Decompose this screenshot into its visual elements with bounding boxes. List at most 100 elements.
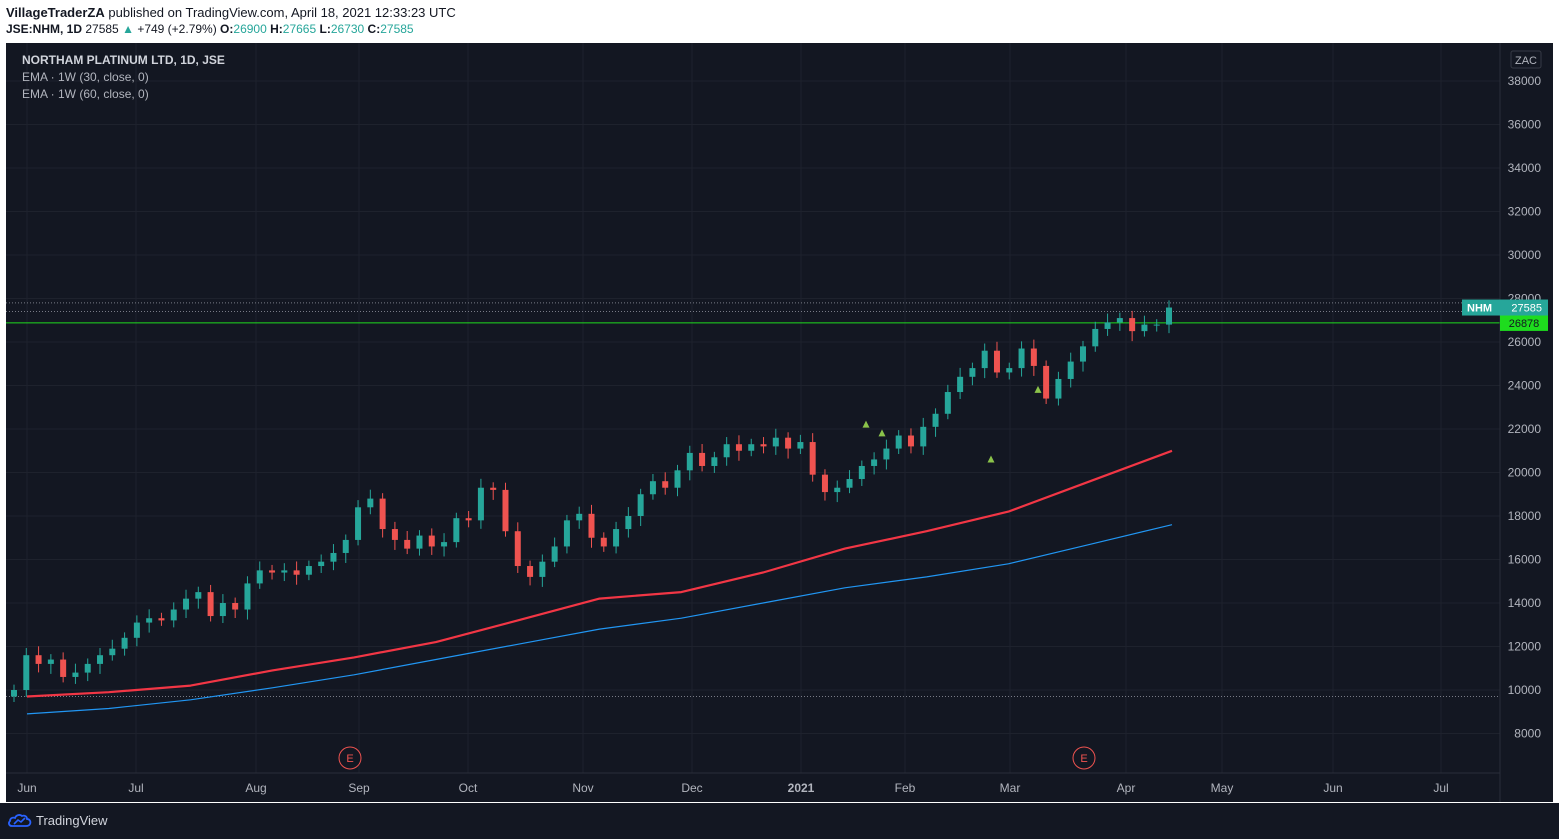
candle-body <box>1153 324 1160 326</box>
candle-body <box>932 413 939 427</box>
candle-body <box>11 690 17 697</box>
close-label: C: <box>367 22 381 36</box>
y-tick-label: 30000 <box>1508 248 1542 262</box>
candle-body <box>613 529 620 547</box>
published-text: published on TradingView.com, April 18, … <box>108 5 456 20</box>
candle-body <box>772 437 779 447</box>
candle-body <box>97 655 104 664</box>
x-tick-label: Feb <box>895 781 916 795</box>
candle-body <box>797 442 804 449</box>
price-badge-value: 27585 <box>1511 303 1542 315</box>
candle-body <box>920 426 927 447</box>
low-label: L: <box>319 22 331 36</box>
earnings-marker-label: E <box>1080 753 1087 765</box>
candle-body <box>416 535 423 549</box>
x-tick-label: Jun <box>17 781 36 795</box>
ema60-line <box>26 524 1173 715</box>
candle-body <box>957 376 964 393</box>
candle-body <box>649 481 656 495</box>
candle-body <box>1092 328 1099 347</box>
candle-body <box>453 518 460 543</box>
candle-body <box>907 435 914 447</box>
publication-line: VillageTraderZA published on TradingView… <box>6 5 456 20</box>
x-tick-label: Sep <box>348 781 370 795</box>
candle-body <box>981 350 988 369</box>
candle-body <box>1166 307 1172 325</box>
candle-body <box>1141 324 1148 332</box>
candle-body <box>785 437 792 449</box>
brand-name: TradingView <box>36 812 108 828</box>
y-tick-label: 12000 <box>1508 640 1542 654</box>
candle-body <box>428 535 435 547</box>
candle-body <box>1006 368 1013 373</box>
candle-body <box>1018 348 1025 369</box>
candle-body <box>318 561 325 567</box>
earnings-marker <box>1072 746 1096 770</box>
open-label: O: <box>220 22 234 36</box>
legend-ema60[interactable]: EMA · 1W (60, close, 0) <box>22 87 149 101</box>
y-tick-label: 36000 <box>1508 118 1542 132</box>
candle-body <box>146 618 153 623</box>
tradingview-cloud-icon <box>8 814 32 827</box>
candle-body <box>305 566 312 575</box>
candle-body <box>699 452 706 466</box>
candle-body <box>269 570 276 573</box>
x-tick-label: Aug <box>245 781 266 795</box>
y-tick-label: 32000 <box>1508 205 1542 219</box>
x-tick-label: Apr <box>1117 781 1136 795</box>
x-tick-label: Jun <box>1323 781 1342 795</box>
legend-ema30[interactable]: EMA · 1W (30, close, 0) <box>22 70 149 84</box>
open-value: 26900 <box>233 22 267 36</box>
candle-body <box>993 350 1000 373</box>
candle-body <box>219 603 226 617</box>
signal-marker <box>1034 385 1042 393</box>
author-name[interactable]: VillageTraderZA <box>6 5 105 20</box>
candle-body <box>244 583 251 610</box>
legend-title: NORTHAM PLATINUM LTD, 1D, JSE <box>22 53 225 67</box>
candle-body <box>1043 365 1050 399</box>
candle-body <box>183 598 190 610</box>
y-tick-label: 22000 <box>1508 422 1542 436</box>
candle-body <box>551 546 558 562</box>
candle-body <box>969 368 976 377</box>
candle-body <box>539 561 546 577</box>
x-tick-label: Mar <box>1000 781 1021 795</box>
candle-body <box>846 479 853 488</box>
candle-body <box>637 494 644 516</box>
change-up-icon: ▲ <box>122 22 134 36</box>
chart-area[interactable]: E E 8000 10000 12000 14000 16000 18000 20000 220… <box>6 43 1553 802</box>
candle-body <box>821 474 828 493</box>
currency-box <box>1510 50 1542 69</box>
candle-body <box>514 531 521 567</box>
y-tick-label: 20000 <box>1508 466 1542 480</box>
candle-body <box>600 537 607 547</box>
y-tick-label: 24000 <box>1508 379 1542 393</box>
candle-body <box>662 481 669 488</box>
publication-header: VillageTraderZA published on TradingView… <box>0 0 1559 42</box>
y-tick-label: 34000 <box>1508 161 1542 175</box>
y-tick-label: 18000 <box>1508 509 1542 523</box>
candle-body <box>109 648 116 656</box>
candle-body <box>944 392 951 414</box>
candle-body <box>748 444 755 451</box>
candle-body <box>563 520 570 547</box>
hline-value-badge <box>1500 314 1548 331</box>
tradingview-logo[interactable]: TradingView <box>8 812 108 828</box>
candle-body <box>158 618 165 621</box>
candle-body <box>883 448 890 460</box>
candle-body <box>391 529 398 540</box>
candle-body <box>465 518 472 521</box>
y-tick-label: 10000 <box>1508 683 1542 697</box>
candle-body <box>84 663 91 673</box>
candle-body <box>527 566 534 577</box>
currency-label: ZAC <box>1515 55 1537 67</box>
candle-body <box>207 592 214 617</box>
price-chart[interactable]: E E 8000 10000 12000 14000 16000 18000 20000 220… <box>6 43 1553 802</box>
candle-body <box>686 452 693 471</box>
earnings-marker-label: E <box>346 753 353 765</box>
candle-body <box>60 659 67 677</box>
candle-body <box>895 435 902 449</box>
candle-body <box>809 442 816 475</box>
signal-marker <box>862 420 870 428</box>
candle-body <box>1067 361 1074 379</box>
